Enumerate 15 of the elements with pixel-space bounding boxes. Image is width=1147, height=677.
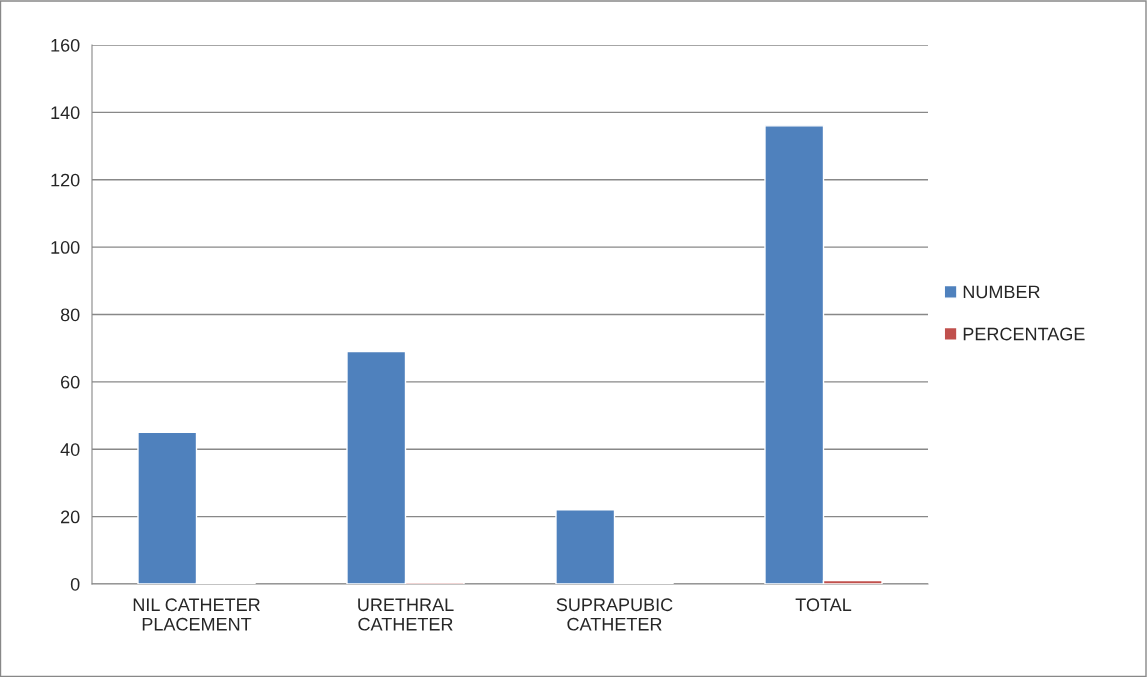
y-tick-label: 60 — [61, 375, 80, 389]
x-tick-label: TOTAL — [795, 598, 852, 612]
legend-label: PERCENTAGE — [963, 327, 1085, 341]
x-tick-label: URETHRAL CATHETER — [358, 598, 454, 631]
y-tick-label: 120 — [51, 173, 80, 187]
y-tick-label: 20 — [61, 510, 80, 524]
y-tick-label: 140 — [51, 106, 80, 120]
y-tick-label: 100 — [51, 241, 80, 254]
x-tick-label: NIL CATHETER PLACEMENT — [133, 598, 260, 631]
x-tick-label: SUPRAPUBIC CATHETER — [556, 598, 673, 631]
y-tick-label: 160 — [51, 38, 80, 52]
y-tick-label: 0 — [70, 577, 80, 591]
legend-label: NUMBER — [963, 285, 1040, 299]
y-tick-label: 80 — [60, 308, 80, 322]
y-tick-label: 40 — [60, 443, 80, 456]
